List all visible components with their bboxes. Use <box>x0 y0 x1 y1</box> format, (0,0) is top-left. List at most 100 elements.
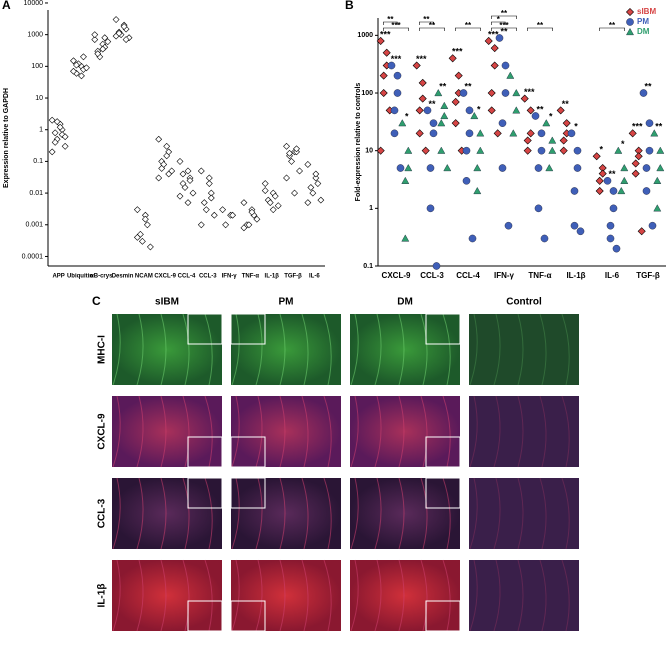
point <box>470 111 479 120</box>
x-tick-label: TNF-α <box>528 271 551 280</box>
y-tick-label: 10000 <box>24 0 44 7</box>
bracket <box>527 27 553 31</box>
point <box>390 129 399 138</box>
point <box>462 146 471 155</box>
inset <box>230 600 266 632</box>
point <box>606 234 615 243</box>
fiber-outline <box>255 313 263 386</box>
fiber-outline <box>182 313 190 386</box>
point <box>642 164 651 172</box>
fiber-outline <box>398 313 405 386</box>
micrograph <box>469 560 579 631</box>
point <box>398 119 407 127</box>
point <box>382 48 391 57</box>
fiber-outline <box>323 477 332 550</box>
point <box>283 142 290 150</box>
point <box>376 36 385 45</box>
point <box>283 174 290 182</box>
fiber-outline <box>539 559 547 632</box>
point <box>253 215 261 223</box>
fiber-outline <box>182 395 190 468</box>
fiber-outline <box>493 395 501 468</box>
bracket-label: *** <box>499 21 509 30</box>
x-tick-label: CCL-3 <box>199 274 217 280</box>
fiber-outline <box>231 559 240 632</box>
fiber-outline <box>374 559 382 632</box>
point <box>454 71 463 80</box>
point <box>548 146 557 154</box>
point <box>266 199 274 207</box>
fiber-outline <box>112 559 121 632</box>
fiber-outline <box>398 559 405 632</box>
point <box>490 44 499 53</box>
point <box>542 119 551 127</box>
point <box>396 164 405 172</box>
micrograph <box>350 396 460 467</box>
inset <box>425 436 461 468</box>
significance: * <box>599 145 603 155</box>
point <box>429 119 438 127</box>
inset <box>230 436 266 468</box>
point <box>51 129 59 137</box>
fiber-outline <box>493 559 501 632</box>
point <box>122 36 130 43</box>
point <box>656 146 665 154</box>
point <box>155 135 163 143</box>
point <box>146 243 154 251</box>
column-header: sIBM <box>155 297 179 308</box>
point <box>493 129 502 138</box>
point <box>163 152 171 160</box>
fiber-outline <box>420 313 428 386</box>
x-tick-label: TNF-α <box>242 274 260 280</box>
y-tick-label: 10 <box>35 95 43 102</box>
y-tick-label: 100 <box>31 63 43 70</box>
point <box>634 152 643 161</box>
fiber-outline <box>493 313 501 386</box>
y-tick-label: 1 <box>39 127 43 134</box>
point <box>451 97 460 106</box>
point <box>562 119 571 128</box>
significance: * <box>477 104 481 114</box>
significance: ** <box>655 122 663 132</box>
column-header: PM <box>279 297 294 308</box>
point <box>133 206 141 214</box>
micrograph <box>231 478 341 549</box>
point <box>248 208 256 216</box>
row-header: IL-1β <box>97 584 108 608</box>
point <box>437 119 446 127</box>
point <box>631 159 640 168</box>
point <box>567 129 576 138</box>
point <box>639 89 648 97</box>
significance: ** <box>536 104 544 114</box>
point <box>291 189 298 197</box>
y-tick-label: 0.0001 <box>22 253 44 260</box>
significance: ** <box>644 81 652 91</box>
point <box>202 206 210 214</box>
point <box>184 167 192 175</box>
point <box>288 157 295 165</box>
point <box>462 177 471 185</box>
point <box>548 136 557 144</box>
point <box>219 206 227 214</box>
bracket <box>383 21 398 25</box>
fiber-outline <box>136 313 144 386</box>
point <box>112 16 120 23</box>
micrograph <box>112 560 222 631</box>
significance: *** <box>380 29 391 39</box>
point <box>415 129 424 138</box>
point <box>307 184 315 191</box>
fiber-outline <box>112 395 121 468</box>
point <box>393 71 402 80</box>
fiber-outline <box>204 559 213 632</box>
point <box>286 149 293 157</box>
fiber-outline <box>255 559 263 632</box>
point <box>240 224 248 232</box>
fiber-outline <box>442 559 451 632</box>
point <box>261 187 269 195</box>
fiber-outline <box>160 313 167 386</box>
inset <box>187 313 223 345</box>
significance: * <box>549 112 553 122</box>
point <box>379 71 388 80</box>
point <box>293 145 300 153</box>
x-tick-label: IL-1β <box>265 274 280 280</box>
